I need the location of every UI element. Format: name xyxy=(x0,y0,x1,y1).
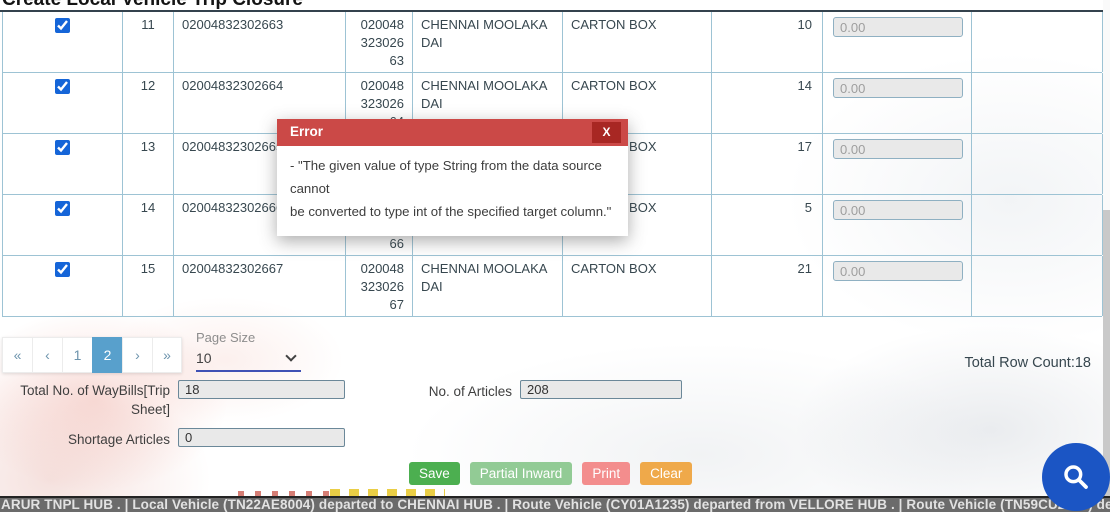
serial-number: 13 xyxy=(123,134,174,194)
pagination-first-button[interactable]: « xyxy=(2,337,32,373)
serial-number: 14 xyxy=(123,195,174,255)
empty-cell xyxy=(972,195,1103,255)
waybills-label: Total No. of WayBills[Trip Sheet] xyxy=(20,383,170,417)
error-message-line: be converted to type int of the specifie… xyxy=(290,204,612,219)
row-select-checkbox[interactable] xyxy=(55,18,70,33)
article-type: CARTON BOX xyxy=(563,12,712,72)
waybill-number: 02004832302667 xyxy=(174,256,346,316)
error-dialog-header: Error X xyxy=(277,119,628,146)
row-select-checkbox[interactable] xyxy=(55,201,70,216)
error-message-line: - "The given value of type String from t… xyxy=(290,158,602,196)
weight-cell xyxy=(823,12,972,72)
page-size-select[interactable]: 10 xyxy=(196,347,301,372)
search-button[interactable] xyxy=(1042,443,1110,511)
action-buttons: Save Partial Inward Print Clear xyxy=(409,462,693,485)
error-dialog-title: Error xyxy=(290,124,324,139)
row-select-cell xyxy=(3,73,123,133)
row-select-checkbox[interactable] xyxy=(55,79,70,94)
pagination-last-button[interactable]: » xyxy=(152,337,182,373)
row-select-cell xyxy=(3,12,123,72)
waybills-input[interactable] xyxy=(178,380,345,399)
search-icon xyxy=(1064,465,1088,489)
error-dialog-message: - "The given value of type String from t… xyxy=(277,146,628,236)
print-button[interactable]: Print xyxy=(582,462,631,485)
waybill-number-wrapped: 020048 323026 67 xyxy=(346,256,413,316)
pagination-next-button[interactable]: › xyxy=(122,337,152,373)
empty-cell xyxy=(972,134,1103,194)
table-row: 12 02004832302664 020048 323026 64 CHENN… xyxy=(3,73,1103,134)
error-dialog: Error X - "The given value of type Strin… xyxy=(277,119,628,236)
article-count: 17 xyxy=(712,134,823,194)
status-ticker: ARUR TNPL HUB . | Local Vehicle (TN22AE8… xyxy=(0,496,1110,512)
weight-input[interactable] xyxy=(833,261,963,281)
ticker-text: ARUR TNPL HUB . | Local Vehicle (TN22AE8… xyxy=(1,497,1110,512)
page-size-label: Page Size xyxy=(196,330,256,345)
serial-number: 12 xyxy=(123,73,174,133)
close-icon[interactable]: X xyxy=(592,122,621,143)
row-select-cell xyxy=(3,195,123,255)
empty-cell xyxy=(972,73,1103,133)
shortage-label: Shortage Articles xyxy=(67,432,170,447)
article-count: 10 xyxy=(712,12,823,72)
table-row: 15 02004832302667 020048 323026 67 CHENN… xyxy=(3,256,1103,317)
pagination: « ‹ 1 2 › » xyxy=(2,337,182,373)
weight-cell xyxy=(823,195,972,255)
waybill-number: 02004832302664 xyxy=(174,73,346,133)
waybill-number-wrapped: 020048 323026 64 xyxy=(346,73,413,133)
serial-number: 15 xyxy=(123,256,174,316)
save-button[interactable]: Save xyxy=(409,462,460,485)
pagination-prev-button[interactable]: ‹ xyxy=(32,337,62,373)
background-photo-fragment xyxy=(330,489,445,496)
weight-input[interactable] xyxy=(833,139,963,159)
empty-cell xyxy=(972,12,1103,72)
shortage-input[interactable] xyxy=(178,428,345,447)
weight-cell xyxy=(823,73,972,133)
scrollbar-thumb[interactable] xyxy=(1103,210,1110,512)
row-select-cell xyxy=(3,256,123,316)
table-row: 11 02004832302663 020048 323026 63 CHENN… xyxy=(3,12,1103,73)
waybill-number: 02004832302663 xyxy=(174,12,346,72)
total-row-count: Total Row Count:18 xyxy=(964,355,1091,371)
articles-input[interactable] xyxy=(520,380,682,399)
page-size-control: Page Size 10 xyxy=(196,330,301,372)
destination: CHENNAI MOOLAKADAI xyxy=(413,12,563,72)
empty-cell xyxy=(972,256,1103,316)
row-select-checkbox[interactable] xyxy=(55,262,70,277)
serial-number: 11 xyxy=(123,12,174,72)
destination: CHENNAI MOOLAKADAI xyxy=(413,256,563,316)
total-row-count-label: Total Row Count: xyxy=(964,355,1075,371)
pagination-page-2-button[interactable]: 2 xyxy=(92,337,122,373)
article-count: 5 xyxy=(712,195,823,255)
page-title: Create Local Vehicle Trip Closure xyxy=(2,0,303,11)
weight-cell xyxy=(823,256,972,316)
partial-inward-button[interactable]: Partial Inward xyxy=(469,462,573,485)
clear-button[interactable]: Clear xyxy=(640,462,693,485)
total-row-count-value: 18 xyxy=(1074,355,1091,371)
background-photo-fragment xyxy=(238,491,333,497)
article-type: CARTON BOX xyxy=(563,73,712,133)
title-underline xyxy=(0,10,1110,12)
weight-cell xyxy=(823,134,972,194)
waybill-number-wrapped: 020048 323026 63 xyxy=(346,12,413,72)
destination: CHENNAI MOOLAKADAI xyxy=(413,73,563,133)
article-count: 14 xyxy=(712,73,823,133)
row-select-checkbox[interactable] xyxy=(55,140,70,155)
article-count: 21 xyxy=(712,256,823,316)
pagination-page-1-button[interactable]: 1 xyxy=(62,337,92,373)
weight-input[interactable] xyxy=(833,200,963,220)
weight-input[interactable] xyxy=(833,78,963,98)
row-select-cell xyxy=(3,134,123,194)
articles-label: No. of Articles xyxy=(428,384,512,399)
chevron-down-icon xyxy=(285,350,297,362)
weight-input[interactable] xyxy=(833,17,963,37)
article-type: CARTON BOX xyxy=(563,256,712,316)
page-size-value: 10 xyxy=(196,350,212,366)
